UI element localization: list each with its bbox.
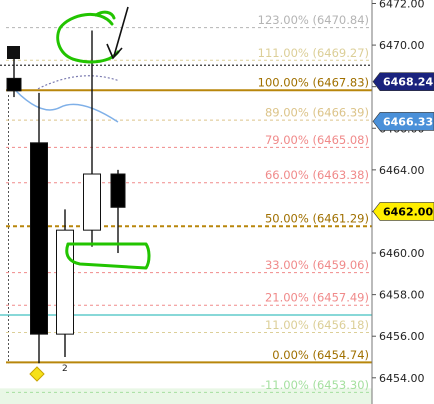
- y-tick-label: 6458.00: [379, 289, 425, 302]
- fib-label: -11.00% (6453.30): [261, 378, 369, 392]
- candle-body: [84, 174, 101, 230]
- price-tag-label: 6466.33: [383, 115, 433, 128]
- fib-label: 111.00% (6469.27): [258, 46, 369, 60]
- y-tick-label: 6456.00: [379, 330, 425, 343]
- fib-label: 11.00% (6456.18): [265, 318, 369, 332]
- price-tag-label: 6468.24: [383, 76, 433, 89]
- fib-label: 50.00% (6461.29): [265, 212, 369, 226]
- fib-label: 89.00% (6466.39): [265, 106, 369, 120]
- fib-label: 0.00% (6454.74): [272, 348, 369, 362]
- bar-count-label: 2: [62, 364, 68, 374]
- y-tick-label: 6472.00: [379, 0, 425, 11]
- fib-label: 21.00% (6457.49): [265, 291, 369, 305]
- anchor-square: [7, 46, 20, 59]
- y-tick-label: 6470.00: [379, 39, 425, 52]
- candle-body: [111, 174, 125, 207]
- fib-label: 33.00% (6459.06): [265, 258, 369, 272]
- fib-label: 79.00% (6465.08): [265, 133, 369, 147]
- candle-body: [7, 78, 21, 90]
- fib-label: 100.00% (6467.83): [258, 76, 369, 90]
- fib-label: 66.00% (6463.38): [265, 168, 369, 182]
- candle-body: [31, 143, 48, 334]
- candle-body: [57, 230, 74, 334]
- y-tick-label: 6454.00: [379, 372, 425, 385]
- price-tag-label: 6462.00: [383, 205, 433, 218]
- y-tick-label: 6460.00: [379, 247, 425, 260]
- y-tick-label: 6464.00: [379, 164, 425, 177]
- fib-label: 123.00% (6470.84): [258, 13, 369, 27]
